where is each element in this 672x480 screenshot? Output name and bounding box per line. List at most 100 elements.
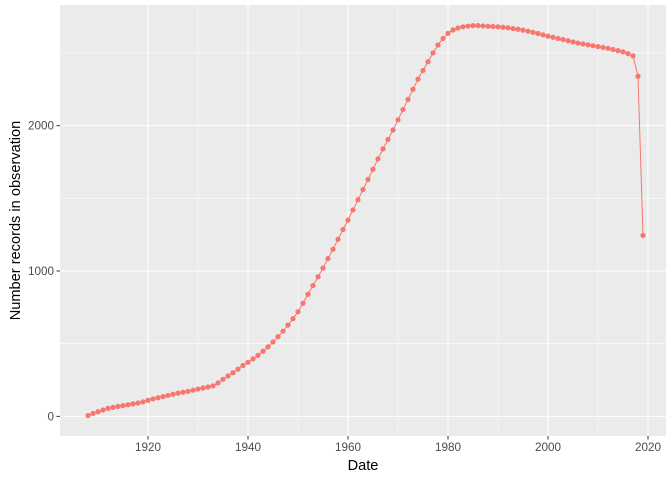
data-point (520, 27, 526, 33)
data-point (630, 53, 636, 59)
data-point (160, 394, 166, 400)
data-point (180, 389, 186, 395)
data-point (550, 34, 556, 40)
data-point (115, 403, 121, 410)
data-point (330, 246, 336, 252)
data-point (170, 391, 176, 397)
data-point (100, 407, 106, 413)
data-point (440, 35, 446, 42)
grid-minor (60, 5, 666, 436)
data-point (470, 23, 476, 29)
x-axis: 1920 1940 1960 1980 2000 2020 (135, 436, 661, 454)
x-tick-label: 1940 (235, 441, 262, 454)
data-point (615, 48, 621, 54)
data-point (495, 24, 501, 30)
data-point (575, 40, 581, 46)
data-point (155, 395, 161, 401)
y-tick-label: 2000 (28, 120, 55, 133)
data-point (445, 30, 451, 36)
data-point (110, 404, 116, 410)
data-point (375, 156, 381, 162)
y-axis: 0 1000 2000 (28, 120, 60, 423)
data-point (130, 401, 136, 407)
data-point (570, 39, 576, 45)
plot-panel (60, 5, 666, 436)
data-point (535, 30, 541, 37)
data-point (560, 36, 566, 43)
x-tick-label: 1960 (335, 441, 362, 454)
data-point (295, 309, 301, 315)
x-tick-label: 1980 (435, 441, 462, 454)
data-point (555, 35, 561, 42)
data-point (190, 387, 196, 393)
data-point (590, 43, 596, 49)
data-point (305, 291, 311, 297)
data-point (320, 265, 326, 271)
data-point (240, 362, 246, 369)
data-point (600, 44, 606, 51)
data-point (620, 49, 626, 55)
data-point (205, 384, 211, 390)
data-point (335, 236, 341, 242)
data-point (605, 45, 611, 51)
data-point (250, 356, 256, 362)
data-point (105, 405, 111, 411)
data-point (405, 96, 411, 103)
data-point (85, 413, 91, 419)
data-point (265, 344, 271, 350)
data-point (175, 390, 181, 396)
data-point (485, 23, 491, 29)
data-point (530, 29, 536, 35)
data-point (460, 24, 466, 30)
data-point (505, 25, 511, 31)
y-tick-label: 0 (47, 410, 54, 423)
data-point (140, 399, 146, 405)
data-point (435, 42, 441, 48)
data-point (340, 226, 346, 233)
data-point (465, 23, 471, 29)
data-point (430, 50, 436, 56)
x-tick-label: 2000 (535, 441, 562, 454)
data-point (350, 207, 356, 213)
series-layer (85, 23, 646, 419)
data-point (500, 24, 506, 30)
data-point (610, 46, 616, 53)
x-tick-label: 1920 (135, 441, 162, 454)
data-point (585, 42, 591, 48)
data-point (90, 410, 96, 417)
data-point (345, 217, 351, 223)
data-point (380, 146, 386, 152)
data-point (480, 23, 486, 29)
data-point (580, 41, 586, 47)
data-point (310, 282, 316, 289)
data-point (150, 396, 156, 402)
data-point (95, 409, 101, 415)
data-point (640, 232, 646, 238)
x-axis-title: Date (348, 458, 379, 474)
data-point (360, 187, 366, 193)
data-point (385, 136, 391, 143)
data-point (420, 67, 426, 74)
data-point (475, 23, 481, 29)
data-point (415, 76, 421, 82)
data-point (325, 256, 331, 262)
data-point (275, 334, 281, 340)
data-point (565, 38, 571, 44)
data-point (145, 397, 151, 403)
data-point (400, 107, 406, 113)
data-point (625, 51, 631, 57)
data-point (220, 376, 226, 382)
data-point (200, 385, 206, 391)
data-point (395, 117, 401, 123)
data-point (540, 32, 546, 38)
data-point (185, 388, 191, 394)
data-point (210, 383, 216, 389)
data-point (370, 166, 376, 172)
data-point (290, 316, 296, 322)
data-point (270, 339, 276, 345)
data-point (490, 23, 496, 30)
data-point (425, 59, 431, 65)
data-point (510, 25, 516, 32)
data-point (225, 373, 231, 379)
